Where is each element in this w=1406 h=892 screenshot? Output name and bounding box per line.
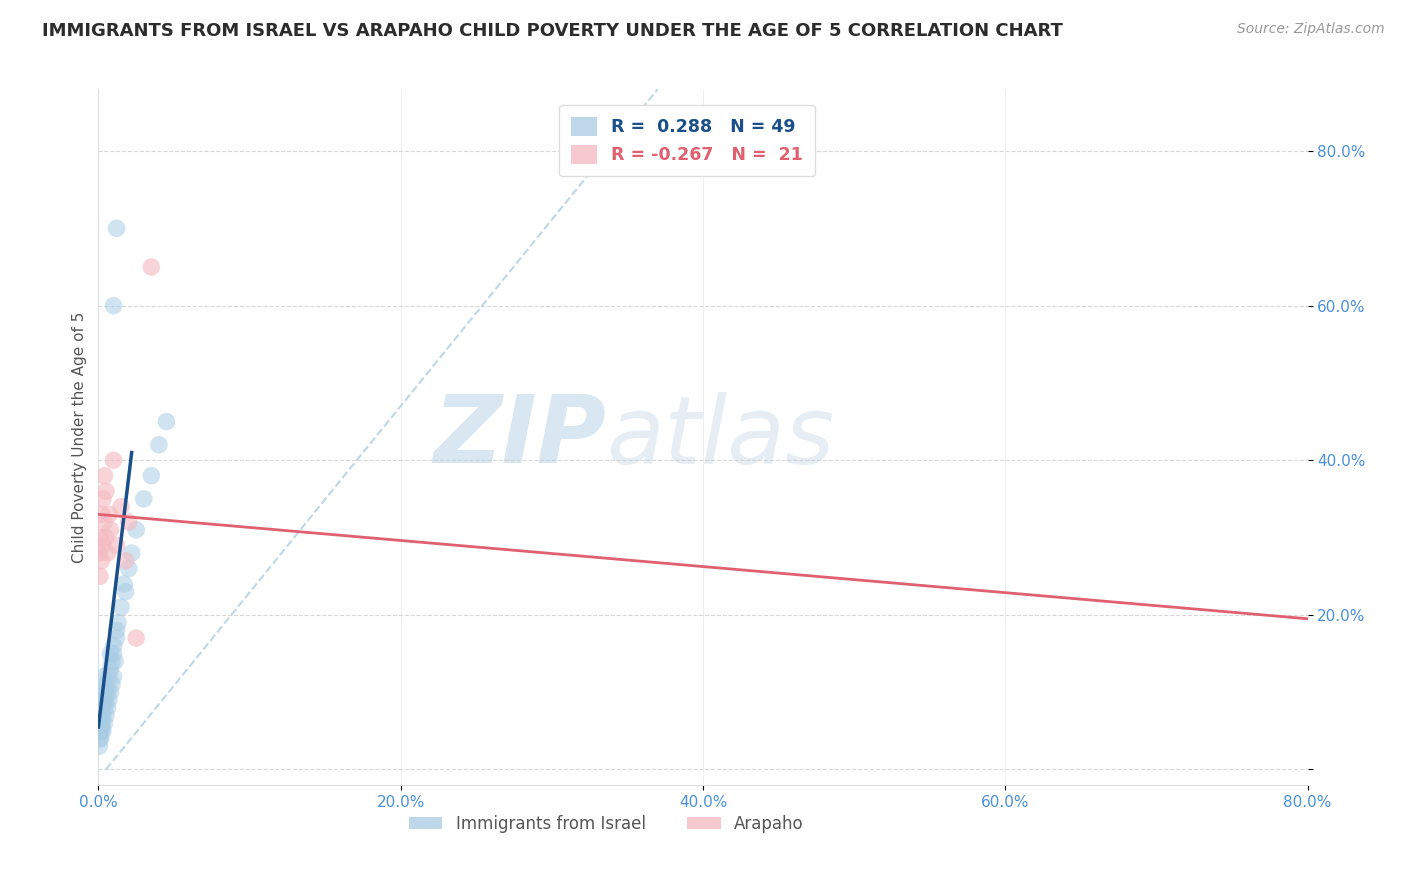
Point <box>100 685 122 699</box>
Point <box>96 685 118 699</box>
Point <box>98 693 121 707</box>
Point <box>101 677 124 691</box>
Point <box>103 647 125 661</box>
Point <box>91 708 114 723</box>
Point <box>98 670 121 684</box>
Point <box>94 484 117 499</box>
Y-axis label: Child Poverty Under the Age of 5: Child Poverty Under the Age of 5 <box>72 311 87 563</box>
Point <box>148 438 170 452</box>
Point <box>89 546 111 560</box>
Text: Source: ZipAtlas.com: Source: ZipAtlas.com <box>1237 22 1385 37</box>
Point <box>118 561 141 575</box>
Point <box>90 508 112 522</box>
Point <box>103 299 125 313</box>
Point <box>93 685 115 699</box>
Point <box>89 731 111 746</box>
Point <box>105 538 128 552</box>
Point <box>100 647 122 661</box>
Point <box>125 631 148 645</box>
Point <box>93 700 115 714</box>
Point <box>104 654 127 668</box>
Point <box>96 700 118 714</box>
Point <box>103 670 125 684</box>
Point <box>118 515 141 529</box>
Point <box>94 677 117 691</box>
Point <box>94 708 117 723</box>
Point <box>141 468 163 483</box>
Point <box>94 531 117 545</box>
Point <box>105 631 128 645</box>
Text: IMMIGRANTS FROM ISRAEL VS ARAPAHO CHILD POVERTY UNDER THE AGE OF 5 CORRELATION C: IMMIGRANTS FROM ISRAEL VS ARAPAHO CHILD … <box>42 22 1063 40</box>
Point <box>110 600 132 615</box>
Point <box>89 723 111 738</box>
Point <box>89 716 111 731</box>
Point <box>91 716 114 731</box>
Point <box>90 554 112 568</box>
Point <box>89 739 111 754</box>
Point <box>90 700 112 714</box>
Point <box>96 546 118 560</box>
Point <box>89 723 111 738</box>
Legend: Immigrants from Israel, Arapaho: Immigrants from Israel, Arapaho <box>402 808 810 839</box>
Point <box>89 531 111 545</box>
Point <box>90 708 112 723</box>
Point <box>110 500 132 514</box>
Point <box>105 221 128 235</box>
Point <box>141 260 163 274</box>
Point <box>114 554 136 568</box>
Point <box>103 639 125 653</box>
Point <box>89 569 111 583</box>
Point <box>98 508 121 522</box>
Point <box>90 731 112 746</box>
Point <box>132 491 155 506</box>
Point <box>93 468 115 483</box>
Point <box>90 723 112 738</box>
Point <box>91 491 114 506</box>
Point <box>125 523 148 537</box>
Point <box>93 515 115 529</box>
Point <box>103 453 125 467</box>
Point <box>100 523 122 537</box>
Text: atlas: atlas <box>606 392 835 483</box>
Point <box>112 577 135 591</box>
Point <box>91 538 114 552</box>
Point <box>91 670 114 684</box>
Point <box>121 546 143 560</box>
Point <box>91 723 114 738</box>
Point <box>101 654 124 668</box>
Point <box>105 624 128 638</box>
Point <box>91 693 114 707</box>
Point <box>155 415 177 429</box>
Point <box>114 584 136 599</box>
Point <box>94 693 117 707</box>
Point <box>100 662 122 676</box>
Point <box>93 716 115 731</box>
Point <box>90 716 112 731</box>
Point <box>107 615 129 630</box>
Text: ZIP: ZIP <box>433 391 606 483</box>
